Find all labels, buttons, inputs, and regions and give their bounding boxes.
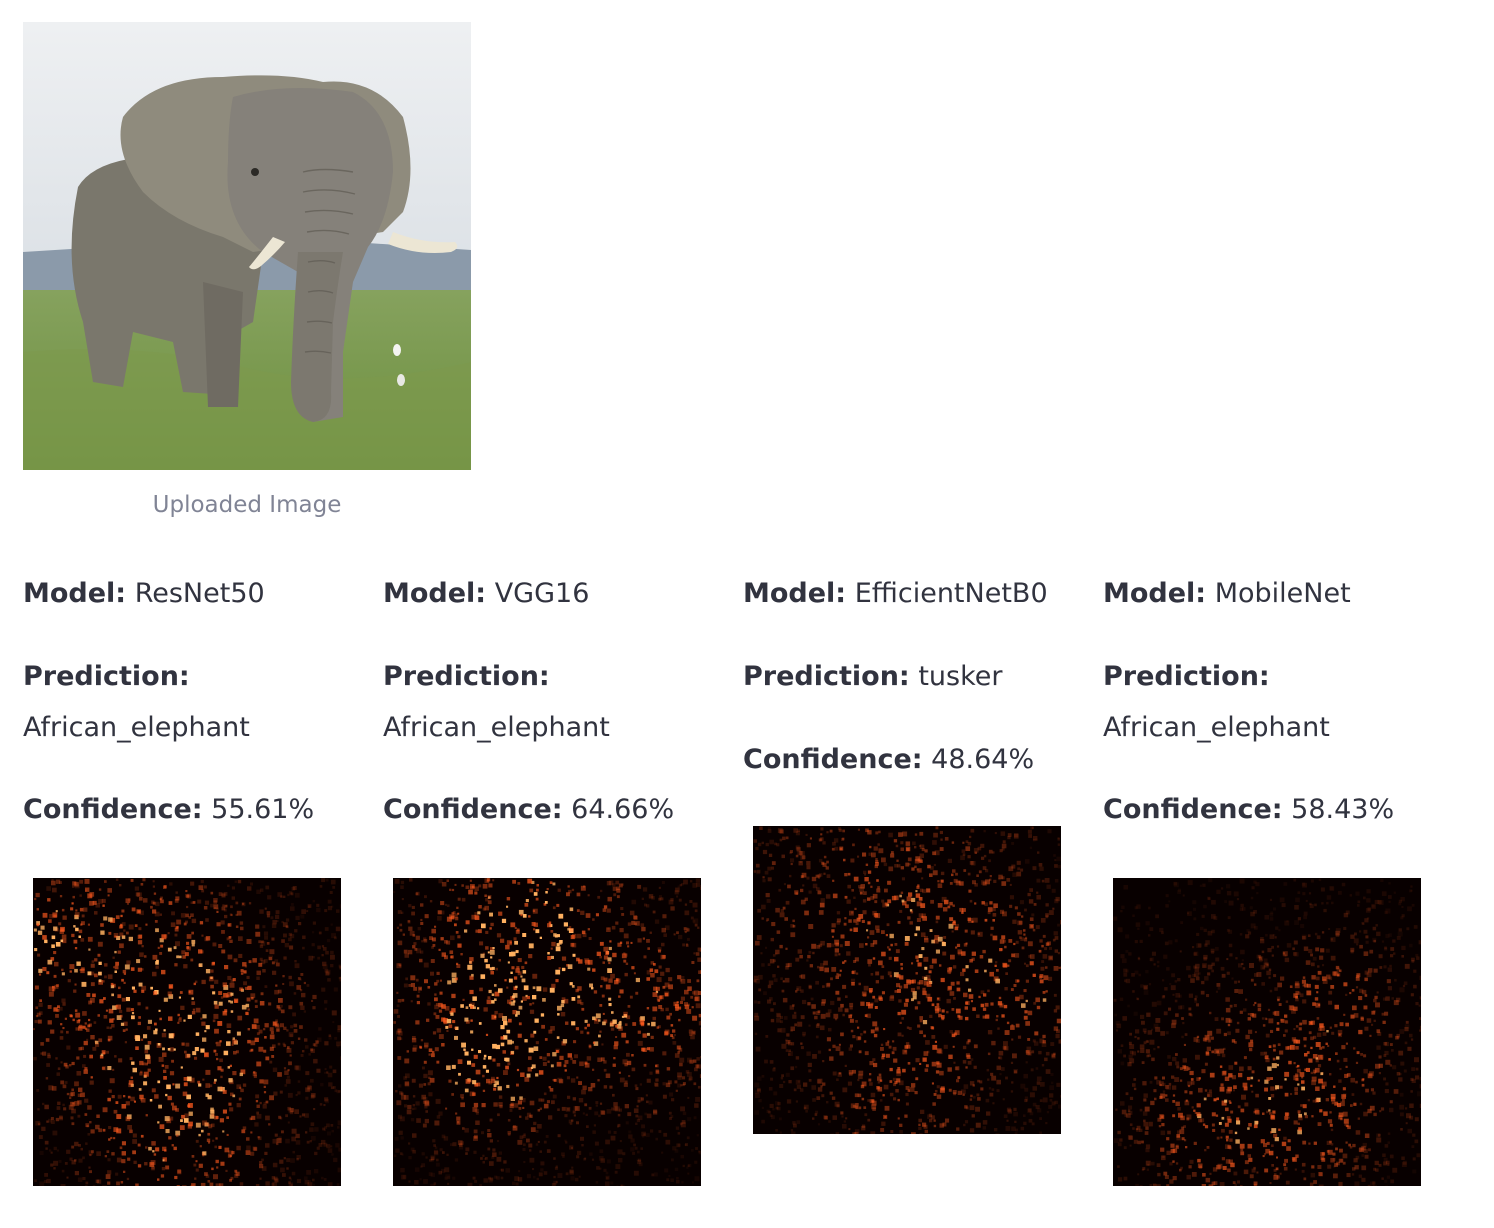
elephant-photo-icon bbox=[23, 22, 471, 470]
prediction-line: Prediction: tusker bbox=[743, 651, 1002, 702]
model-label: Model: bbox=[383, 578, 487, 609]
uploaded-image bbox=[23, 22, 471, 470]
model-line: Model: MobileNet bbox=[1103, 568, 1351, 619]
prediction-value: African_elephant bbox=[383, 712, 610, 743]
image-caption: Uploaded Image bbox=[152, 492, 342, 518]
saliency-map-resnet50 bbox=[33, 878, 341, 1186]
confidence-label: Confidence: bbox=[23, 794, 203, 825]
confidence-line: Confidence: 55.61% bbox=[23, 784, 314, 835]
model-value: EfficientNetB0 bbox=[854, 578, 1048, 609]
prediction-label: Prediction: bbox=[23, 661, 190, 692]
model-label: Model: bbox=[1103, 578, 1207, 609]
heatmap-icon bbox=[393, 878, 701, 1186]
model-line: Model: ResNet50 bbox=[23, 568, 265, 619]
model-line: Model: EfficientNetB0 bbox=[743, 568, 1048, 619]
model-value: VGG16 bbox=[494, 578, 590, 609]
heatmap-icon bbox=[1113, 878, 1421, 1186]
confidence-label: Confidence: bbox=[743, 744, 923, 775]
prediction-line: Prediction: bbox=[23, 651, 190, 702]
confidence-line: Confidence: 64.66% bbox=[383, 784, 674, 835]
prediction-label: Prediction: bbox=[1103, 661, 1270, 692]
model-line: Model: VGG16 bbox=[383, 568, 589, 619]
confidence-value: 58.43% bbox=[1291, 794, 1395, 825]
model-value: ResNet50 bbox=[134, 578, 265, 609]
confidence-value: 48.64% bbox=[931, 744, 1035, 775]
prediction-label: Prediction: bbox=[743, 661, 910, 692]
confidence-line: Confidence: 58.43% bbox=[1103, 784, 1394, 835]
prediction-label: Prediction: bbox=[383, 661, 550, 692]
saliency-map-efficientnetb0 bbox=[753, 826, 1061, 1134]
model-label: Model: bbox=[743, 578, 847, 609]
confidence-value: 64.66% bbox=[571, 794, 675, 825]
prediction-line: Prediction: bbox=[1103, 651, 1270, 702]
saliency-map-mobilenet bbox=[1113, 878, 1421, 1186]
heatmap-icon bbox=[753, 826, 1061, 1134]
confidence-label: Confidence: bbox=[1103, 794, 1283, 825]
model-value: MobileNet bbox=[1214, 578, 1351, 609]
confidence-line: Confidence: 48.64% bbox=[743, 734, 1034, 785]
prediction-value: African_elephant bbox=[23, 712, 250, 743]
prediction-line: Prediction: bbox=[383, 651, 550, 702]
prediction-value: African_elephant bbox=[1103, 712, 1330, 743]
model-label: Model: bbox=[23, 578, 127, 609]
confidence-value: 55.61% bbox=[211, 794, 315, 825]
saliency-map-vgg16 bbox=[393, 878, 701, 1186]
heatmap-icon bbox=[33, 878, 341, 1186]
prediction-value: tusker bbox=[918, 661, 1003, 692]
confidence-label: Confidence: bbox=[383, 794, 563, 825]
